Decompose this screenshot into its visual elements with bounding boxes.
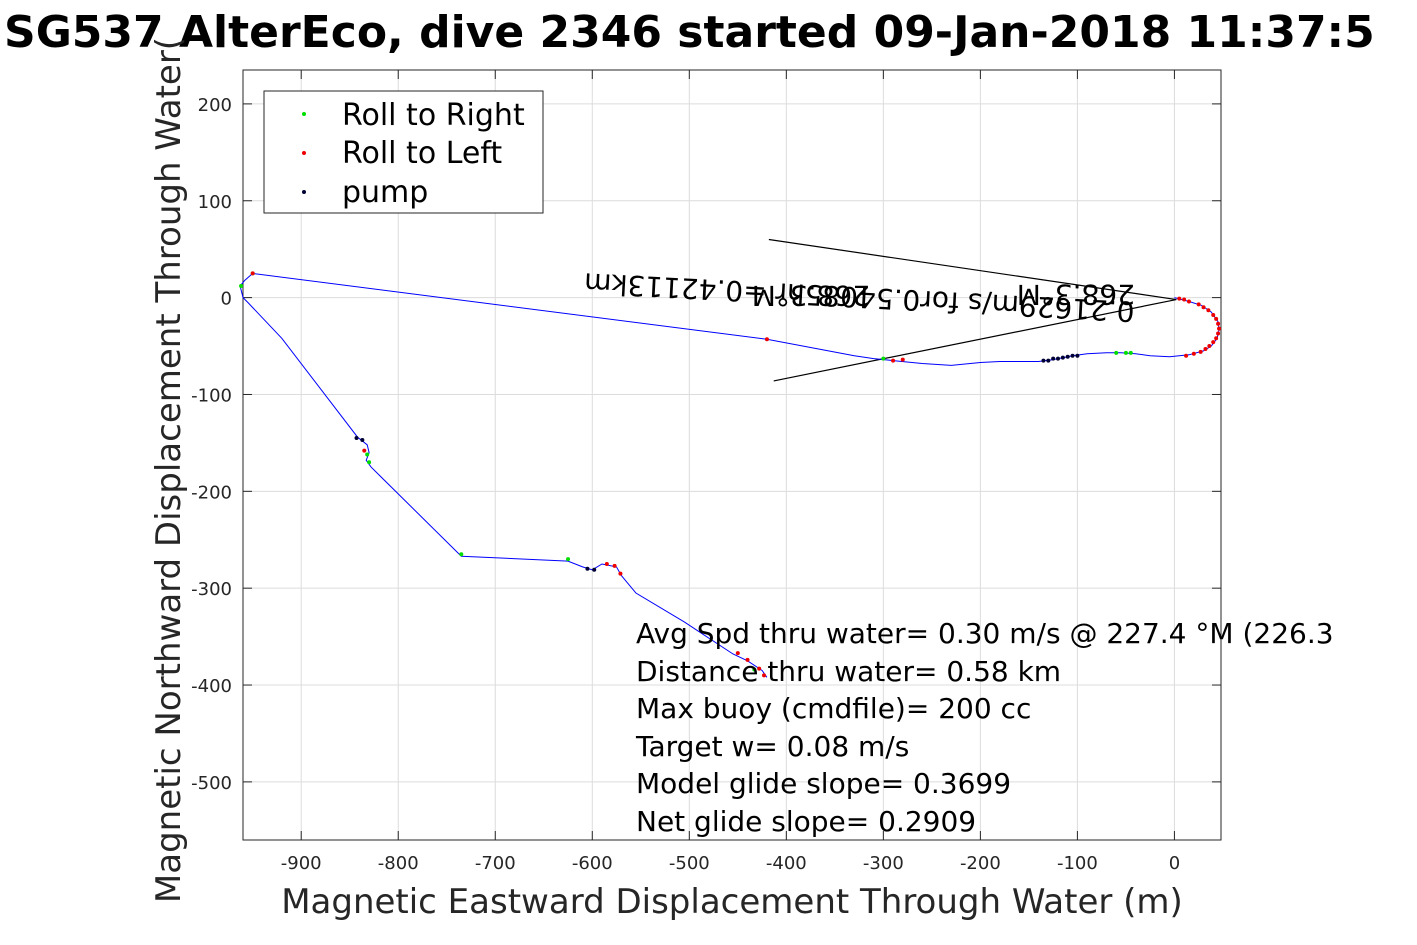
roll-left-marker <box>250 271 255 276</box>
roll-left-marker <box>1196 302 1201 307</box>
pump-marker <box>1056 356 1060 361</box>
stat-max-buoy: Max buoy (cmdfile)= 200 cc <box>636 692 1031 725</box>
pump-marker <box>1046 358 1051 363</box>
y-tick-label: 100 <box>198 192 232 213</box>
roll-left-marker <box>612 563 617 568</box>
y-tick-label: -400 <box>191 676 232 697</box>
roll-right-marker <box>367 460 372 465</box>
roll-left-marker <box>1201 305 1206 310</box>
roll-right-marker <box>881 356 886 361</box>
roll-left-marker <box>1211 340 1216 345</box>
x-tick-label: -800 <box>378 853 419 874</box>
legend: Roll to Right Roll to Left pump <box>263 90 544 214</box>
roll-right-marker <box>239 283 244 288</box>
x-tick-label: -700 <box>475 853 516 874</box>
roll-right-marker <box>1123 350 1128 355</box>
heading-line <box>773 298 1177 382</box>
roll-left-marker <box>1217 326 1222 331</box>
roll-left-marker <box>735 651 740 656</box>
y-tick-label: 200 <box>198 95 232 116</box>
y-tick-label: -300 <box>191 579 232 600</box>
legend-box <box>263 90 544 214</box>
roll-left-marker <box>1203 346 1208 351</box>
pump-marker <box>1065 354 1070 359</box>
legend-pump: pump <box>342 175 428 210</box>
roll-right-marker <box>1114 350 1119 355</box>
x-tick-label: -400 <box>766 853 807 874</box>
roll-left-marker <box>762 673 767 678</box>
roll-left-marker <box>745 657 750 662</box>
legend-roll-right-marker <box>302 112 306 116</box>
roll-left-marker <box>1182 297 1187 302</box>
roll-left-marker <box>618 571 623 576</box>
pump-marker <box>1060 355 1065 360</box>
dive-stats: Avg Spd thru water= 0.30 m/s @ 227.4 °M … <box>635 617 1334 838</box>
roll-right-marker <box>1128 350 1133 355</box>
roll-left-marker <box>900 357 905 362</box>
legend-pump-marker <box>302 190 306 194</box>
x-tick-label: -100 <box>1057 853 1098 874</box>
roll-left-marker <box>891 358 896 363</box>
roll-left-marker <box>1184 353 1189 358</box>
heading-line <box>768 238 1177 301</box>
roll-right-marker <box>752 667 757 672</box>
pump-marker <box>1041 358 1046 363</box>
heading-label-upper: 268.3°M <box>1017 278 1135 311</box>
roll-left-marker <box>1214 316 1219 321</box>
stat-model-glide: Model glide slope= 0.3699 <box>636 767 1011 800</box>
pump-marker <box>360 437 365 442</box>
y-tick-label: 0 <box>221 289 232 310</box>
stat-avg-speed: Avg Spd thru water= 0.30 m/s @ 227.4 °M … <box>636 617 1334 650</box>
pump-marker <box>1075 353 1080 358</box>
legend-roll-left-marker <box>302 151 306 155</box>
axes-box <box>242 69 1222 841</box>
roll-right-marker <box>566 557 571 562</box>
stat-target-w: Target w= 0.08 m/s <box>635 730 909 763</box>
heading-lines <box>768 238 1177 382</box>
x-tick-labels: -900 -800 -700 -600 -500 -400 -300 -200 -100 0 <box>281 853 1180 874</box>
x-tick-label: -900 <box>281 853 322 874</box>
roll-left-marker <box>764 337 769 342</box>
y-axis-label: Magnetic Northward Displacement Through … <box>149 37 189 903</box>
x-tick-label: -500 <box>669 853 710 874</box>
x-tick-label: -200 <box>960 853 1001 874</box>
roll-left-marker <box>1216 331 1221 336</box>
x-tick-label: -300 <box>863 853 904 874</box>
roll-left-marker <box>757 666 762 671</box>
roll-left-marker <box>604 561 609 566</box>
legend-roll-left: Roll to Left <box>342 136 502 171</box>
roll-left-marker <box>1186 299 1191 304</box>
stat-distance: Distance thru water= 0.58 km <box>636 655 1061 688</box>
pump-marker <box>354 436 359 441</box>
pump-marker <box>1051 356 1056 361</box>
roll-pump-markers <box>239 271 1222 678</box>
y-tick-labels: 200 100 0 -100 -200 -300 -400 -500 <box>191 95 232 794</box>
roll-left-marker <box>362 448 367 453</box>
stat-net-glide: Net glide slope= 0.2909 <box>636 805 976 838</box>
roll-left-marker <box>1207 344 1212 349</box>
y-tick-label: -200 <box>191 482 232 503</box>
x-tick-label: -600 <box>572 853 613 874</box>
y-tick-label: -500 <box>191 773 232 794</box>
roll-left-marker <box>1206 308 1211 313</box>
x-axis-label: Magnetic Eastward Displacement Through W… <box>281 882 1183 922</box>
pump-marker <box>592 567 597 572</box>
pump-marker <box>585 566 590 571</box>
roll-left-marker <box>1216 321 1221 326</box>
roll-left-marker <box>1198 349 1203 354</box>
roll-left-marker <box>1211 313 1216 318</box>
chart-title: SG537 AlterEco, dive 2346 started 09-Jan… <box>4 7 1375 58</box>
roll-left-marker <box>1214 336 1219 341</box>
roll-right-marker <box>365 452 370 457</box>
roll-right-marker <box>459 552 464 557</box>
legend-roll-right: Roll to Right <box>342 98 525 133</box>
roll-left-marker <box>1177 296 1182 301</box>
roll-left-marker <box>1191 351 1196 356</box>
y-tick-label: -100 <box>191 385 232 406</box>
x-tick-label: 0 <box>1169 853 1180 874</box>
pump-marker <box>1070 353 1075 358</box>
heading-label-lower: 268.3°M <box>752 279 870 312</box>
